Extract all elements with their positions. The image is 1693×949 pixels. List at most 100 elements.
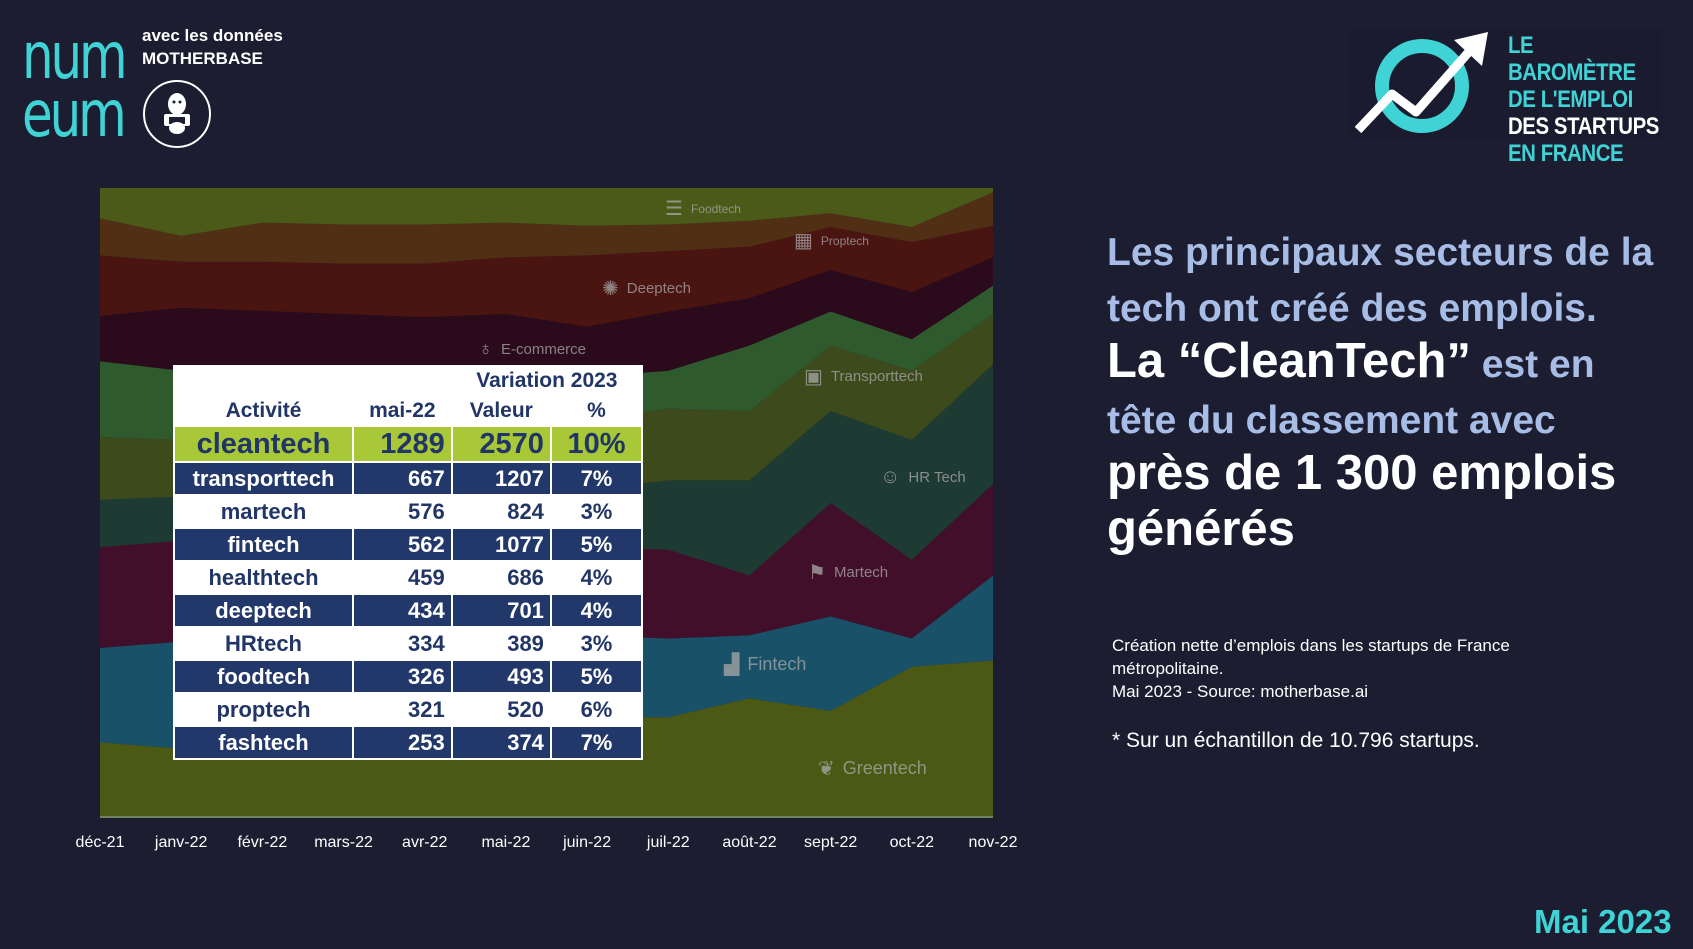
variation-table: Variation 2023 Activité mai-22 Valeur% cle… <box>173 365 644 760</box>
table-row: transporttech 667 1207 7% <box>173 461 644 496</box>
header-valeur: Valeur <box>450 395 552 427</box>
series-label: Martech <box>833 564 889 581</box>
area-foodtech <box>100 188 993 236</box>
cell-valeur: 2570 <box>450 425 552 463</box>
baro-line: DE L'EMPLOI <box>1508 86 1633 113</box>
cell-pct: 6% <box>549 692 644 727</box>
table-row: proptech 321 520 6% <box>173 692 644 727</box>
footnote: * Sur un échantillon de 10.796 startups. <box>1112 729 1480 752</box>
header-activite: Activité <box>173 395 354 427</box>
cell-valeur: 520 <box>450 692 552 727</box>
x-tick-label: déc-21 <box>75 834 125 851</box>
series-label: Deeptech <box>626 280 691 297</box>
x-tick-label: mai-22 <box>481 834 531 851</box>
cell-pct: 7% <box>549 461 644 496</box>
partner-line1: avec les données <box>142 26 283 45</box>
cell-mai: 576 <box>352 494 453 529</box>
header-variation: Variation 2023 <box>450 365 644 397</box>
series-label: Greentech <box>842 758 927 778</box>
series-label: Transporttech <box>830 368 923 385</box>
cell-pct: 4% <box>549 560 644 595</box>
cell-mai: 1289 <box>352 425 453 463</box>
cell-name: proptech <box>173 692 354 727</box>
logo-line: eum <box>22 78 127 152</box>
x-tick-label: nov-22 <box>968 834 1018 851</box>
cell-name: deeptech <box>173 593 354 628</box>
cell-mai: 321 <box>352 692 453 727</box>
cell-mai: 562 <box>352 527 453 562</box>
series-label: HR Tech <box>908 469 966 486</box>
label-deeptech: ✺ Deeptech <box>602 276 691 301</box>
cell-pct: 4% <box>549 593 644 628</box>
area-e-commerce <box>100 257 993 377</box>
cell-name: cleantech <box>173 425 354 463</box>
motherbase-robot-icon <box>143 80 211 148</box>
bar-chart-icon: ▟ <box>724 654 740 676</box>
area-proptech <box>100 192 993 264</box>
burger-icon: ☰ <box>665 198 683 220</box>
megaphone-icon: ⚑ <box>808 562 826 584</box>
numeum-logo: num eum <box>22 25 128 152</box>
table-row: cleantech 1289 2570 10% <box>173 425 644 463</box>
barometre-logo <box>1350 28 1662 140</box>
note-line: Création nette d’emplois dans les startu… <box>1112 636 1510 655</box>
cell-pct: 7% <box>549 725 644 760</box>
date-label: Mai 2023 <box>1534 903 1672 940</box>
label-greentech: ❦ Greentech <box>818 756 927 781</box>
cell-mai: 459 <box>352 560 453 595</box>
cell-valeur: 1207 <box>450 461 552 496</box>
cell-pct: 3% <box>549 626 644 661</box>
header-mai: mai-22 <box>352 395 453 427</box>
baro-line: LE BAROMÈTRE <box>1508 32 1636 86</box>
cell-name: fintech <box>173 527 354 562</box>
cell-pct: 10% <box>549 425 644 463</box>
series-label: Fintech <box>747 654 807 674</box>
note-line: Mai 2023 - Source: motherbase.ai <box>1112 682 1369 701</box>
x-tick-label: oct-22 <box>889 834 935 851</box>
cell-mai: 667 <box>352 461 453 496</box>
headline: Les principaux secteurs de la tech ont c… <box>1107 226 1667 559</box>
series-label: Foodtech <box>690 201 741 216</box>
person-icon: ☺ <box>880 466 901 488</box>
cell-pct: 5% <box>549 659 644 694</box>
cell-pct: 3% <box>549 494 644 529</box>
cell-name: transporttech <box>173 461 354 496</box>
cell-valeur: 686 <box>450 560 552 595</box>
shopping-icon: ♁ <box>478 338 493 360</box>
label-hrtech: ☺ HR Tech <box>880 466 966 489</box>
table-row: healthtech 459 686 4% <box>173 560 644 595</box>
x-tick-label: mars-22 <box>314 834 373 851</box>
cell-mai: 326 <box>352 659 453 694</box>
cell-name: fashtech <box>173 725 354 760</box>
table-row: fashtech 253 374 7% <box>173 725 644 760</box>
table-row: fintech 562 1077 5% <box>173 527 644 562</box>
label-proptech: ▦ Proptech <box>794 228 869 253</box>
note-line: métropolitaine. <box>1112 659 1224 678</box>
table-row: HRtech 334 389 3% <box>173 626 644 661</box>
cell-valeur: 701 <box>450 593 552 628</box>
headline-highlight: près de 1 300 emplois générés <box>1107 446 1617 556</box>
cell-valeur: 389 <box>450 626 552 661</box>
label-foodtech: ☰ Foodtech <box>665 196 741 221</box>
source-note: Création nette d’emplois dans les startu… <box>1112 634 1510 703</box>
x-tick-label: sept-22 <box>803 834 858 851</box>
cell-name: healthtech <box>173 560 354 595</box>
headline-part: est en tête du classement avec <box>1107 343 1595 442</box>
partner-text: avec les données MOTHERBASE <box>142 24 283 70</box>
series-label: Proptech <box>820 233 869 248</box>
cell-pct: 5% <box>549 527 644 562</box>
cell-name: HRtech <box>173 626 354 661</box>
bus-icon: ▣ <box>804 366 823 388</box>
cell-valeur: 1077 <box>450 527 552 562</box>
series-label: E-commerce <box>501 341 587 358</box>
label-fintech: ▟ Fintech <box>724 652 806 677</box>
x-tick-label: juin-22 <box>563 834 612 851</box>
cell-mai: 253 <box>352 725 453 760</box>
x-tick-label: janv-22 <box>154 834 208 851</box>
cell-mai: 434 <box>352 593 453 628</box>
barometre-title: LE BAROMÈTRE DE L'EMPLOI DES STARTUPS EN… <box>1508 32 1665 167</box>
headline-highlight: La “CleanTech” <box>1107 334 1471 388</box>
table-row: foodtech 326 493 5% <box>173 659 644 694</box>
cell-name: martech <box>173 494 354 529</box>
partner-line2: MOTHERBASE <box>142 49 263 68</box>
